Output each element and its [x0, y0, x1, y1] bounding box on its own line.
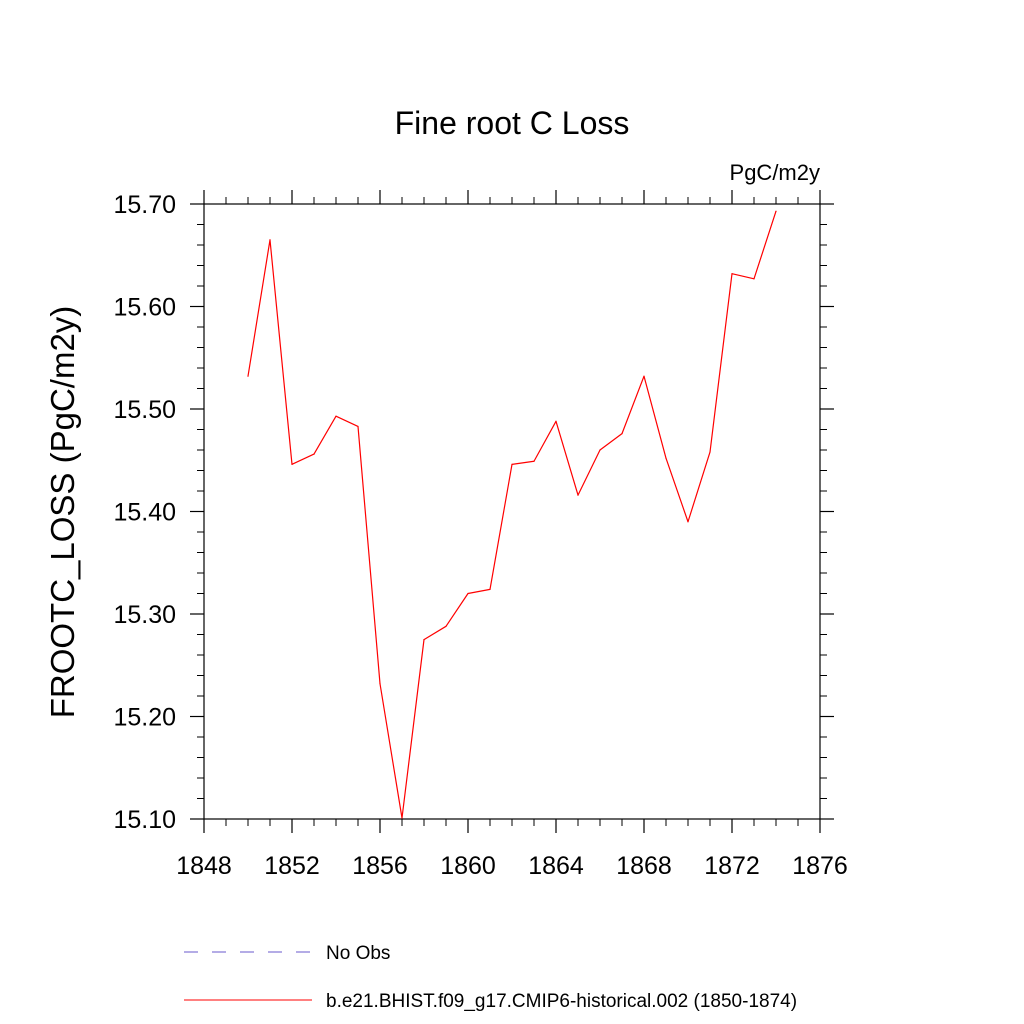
data-point — [313, 453, 315, 455]
data-point — [423, 639, 425, 641]
axis-ticks — [190, 190, 834, 833]
data-point — [445, 625, 447, 627]
data-point — [687, 521, 689, 523]
data-point — [379, 683, 381, 685]
data-point — [467, 592, 469, 595]
data-point — [511, 463, 513, 465]
x-tick-label: 1852 — [264, 852, 320, 880]
x-tick-label: 1856 — [352, 852, 408, 880]
data-point — [335, 415, 337, 417]
units-label: PgC/m2y — [730, 160, 820, 185]
data-point — [269, 239, 271, 241]
data-point — [401, 817, 403, 819]
data-point — [599, 449, 601, 451]
x-tick-label: 1848 — [176, 852, 232, 880]
x-tick-label: 1868 — [616, 852, 672, 880]
data-point — [357, 425, 359, 428]
data-point — [533, 460, 535, 462]
data-point — [753, 278, 755, 280]
data-point — [621, 433, 623, 435]
data-point — [247, 375, 249, 377]
data-point — [665, 457, 667, 459]
data-point — [555, 420, 557, 422]
y-tick-label: 15.10 — [113, 806, 176, 834]
y-tick-label: 15.30 — [113, 601, 176, 629]
chart-title: Fine root C Loss — [395, 105, 630, 141]
data-point — [291, 463, 293, 465]
x-tick-label: 1872 — [704, 852, 760, 880]
data-point — [577, 494, 579, 496]
series-group — [247, 210, 777, 819]
legend: No Obs b.e21.BHIST.f09_g17.CMIP6-historic… — [184, 943, 797, 1012]
x-tick-labels: 1848 1852 1856 1860 1864 1868 1872 1876 — [176, 852, 848, 880]
data-point — [709, 451, 711, 453]
data-point — [731, 273, 733, 275]
x-tick-label: 1864 — [528, 852, 584, 880]
data-point — [643, 375, 645, 377]
y-tick-label: 15.20 — [113, 704, 176, 732]
legend-label: No Obs — [326, 943, 390, 964]
legend-label: b.e21.BHIST.f09_g17.CMIP6-historical.002… — [326, 991, 797, 1012]
data-point — [775, 210, 777, 212]
y-tick-label: 15.60 — [113, 294, 176, 322]
plot-frame — [203, 203, 821, 820]
y-tick-label: 15.50 — [113, 396, 176, 424]
series-line — [247, 210, 777, 819]
x-tick-label: 1876 — [792, 852, 848, 880]
x-tick-label: 1860 — [440, 852, 496, 880]
y-tick-label: 15.40 — [113, 499, 176, 527]
data-point — [489, 588, 491, 591]
y-tick-labels: 15.10 15.20 15.30 15.40 15.50 15.60 15.70 — [113, 191, 176, 834]
y-axis-label: FROOTC_LOSS (PgC/m2y) — [44, 306, 81, 719]
y-tick-label: 15.70 — [113, 191, 176, 219]
